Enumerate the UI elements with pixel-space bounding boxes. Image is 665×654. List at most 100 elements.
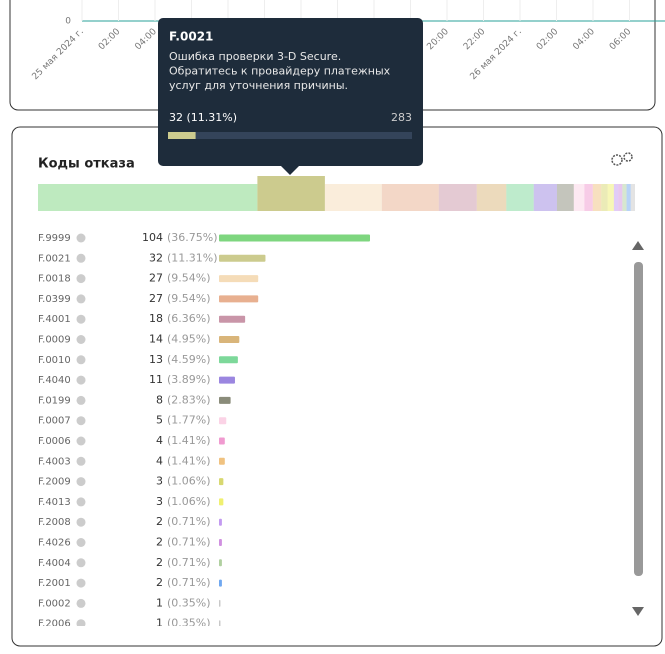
share-label: (3.89%) <box>167 373 211 386</box>
share-segment[interactable] <box>584 184 593 211</box>
info-icon[interactable] <box>76 497 86 507</box>
share-segment[interactable] <box>506 184 534 211</box>
code-label: F.4004 <box>38 558 71 569</box>
share-segment[interactable] <box>476 184 507 211</box>
code-label: F.9999 <box>38 233 71 244</box>
tooltip-count: 32 (11.31%) <box>169 111 237 124</box>
count-label: 5 <box>156 414 163 427</box>
count-bar <box>219 599 221 607</box>
code-label: F.0010 <box>38 355 71 366</box>
share-segment[interactable] <box>573 184 585 211</box>
info-icon[interactable] <box>76 456 86 466</box>
count-bar <box>219 417 227 425</box>
share-segment[interactable] <box>601 184 608 211</box>
count-label: 1 <box>156 617 163 630</box>
info-icon[interactable] <box>76 619 86 628</box>
code-label: F.2006 <box>38 619 71 630</box>
share-segment[interactable] <box>438 184 477 211</box>
share-label: (36.75%) <box>167 231 218 244</box>
info-icon[interactable] <box>76 253 86 263</box>
count-bar <box>219 579 222 587</box>
count-label: 104 <box>142 231 163 244</box>
scrollbar[interactable] <box>632 241 644 616</box>
settings-icon[interactable] <box>611 152 633 166</box>
share-label: (9.54%) <box>167 272 211 285</box>
info-icon[interactable] <box>76 375 86 385</box>
y-tick-label: 0 <box>65 17 71 27</box>
count-bar <box>219 478 224 486</box>
info-icon[interactable] <box>76 233 86 243</box>
count-label: 4 <box>156 454 163 467</box>
scroll-down[interactable] <box>632 607 644 616</box>
count-bar <box>219 275 259 283</box>
scroll-thumb[interactable] <box>634 262 643 576</box>
count-bar <box>219 539 222 546</box>
code-label: F.0009 <box>38 335 71 346</box>
info-icon[interactable] <box>76 416 86 426</box>
tooltip-progress <box>168 132 196 139</box>
info-icon[interactable] <box>76 517 86 527</box>
share-segment[interactable] <box>381 184 439 211</box>
info-icon[interactable] <box>76 538 86 547</box>
share-segment[interactable] <box>556 184 574 211</box>
tooltip-description: услуг для уточнения причины. <box>169 79 348 92</box>
code-label: F.2001 <box>38 578 71 589</box>
count-bar <box>219 620 221 626</box>
share-label: (0.35%) <box>167 596 211 609</box>
share-segment[interactable] <box>607 184 614 211</box>
info-icon[interactable] <box>76 355 86 365</box>
gear[interactable] <box>623 152 633 162</box>
count-label: 11 <box>149 373 163 386</box>
share-segment[interactable] <box>630 184 633 211</box>
info-icon[interactable] <box>76 294 86 304</box>
count-bar <box>219 356 238 364</box>
count-label: 8 <box>156 393 163 406</box>
share-segment[interactable] <box>626 184 631 211</box>
count-bar <box>219 457 225 465</box>
count-label: 27 <box>149 272 163 285</box>
info-icon[interactable] <box>76 395 86 405</box>
count-label: 27 <box>149 292 163 305</box>
share-segment[interactable] <box>592 184 602 211</box>
tooltip-total: 283 <box>391 111 412 124</box>
share-segment[interactable] <box>632 184 635 211</box>
count-bar <box>219 376 235 384</box>
code-label: F.2008 <box>38 517 71 528</box>
code-label: F.0018 <box>38 274 71 285</box>
info-icon[interactable] <box>76 335 86 344</box>
code-label: F.0021 <box>38 253 71 264</box>
share-label: (6.36%) <box>167 312 211 325</box>
info-icon[interactable] <box>76 436 86 446</box>
count-bar <box>219 437 225 445</box>
info-icon[interactable] <box>76 274 86 284</box>
share-segment[interactable] <box>533 184 557 211</box>
share-segment[interactable] <box>324 184 382 211</box>
code-label: F.0002 <box>38 598 71 609</box>
info-icon[interactable] <box>76 477 86 487</box>
share-segment[interactable] <box>622 184 627 211</box>
code-label: F.4040 <box>38 375 71 386</box>
share-segment[interactable] <box>38 184 258 211</box>
share-segment[interactable] <box>613 184 619 211</box>
count-bar <box>219 295 259 303</box>
info-icon[interactable] <box>76 578 86 588</box>
share-segment[interactable] <box>257 176 325 211</box>
scroll-up[interactable] <box>632 241 644 250</box>
panel-title: Коды отказа <box>38 157 135 172</box>
gear[interactable] <box>611 154 623 166</box>
info-icon[interactable] <box>76 558 86 568</box>
count-bar <box>219 396 231 404</box>
share-segment[interactable] <box>618 184 623 211</box>
share-label: (1.77%) <box>167 414 211 427</box>
code-label: F.2009 <box>38 477 71 488</box>
share-label: (11.31%) <box>167 251 218 264</box>
tooltip-track <box>168 132 412 139</box>
code-label: F.4003 <box>38 456 71 467</box>
share-label: (2.83%) <box>167 393 211 406</box>
count-bar <box>219 559 222 567</box>
count-bar <box>219 336 240 343</box>
info-icon[interactable] <box>76 314 86 324</box>
share-label: (4.95%) <box>167 333 211 346</box>
count-label: 3 <box>156 495 163 508</box>
info-icon[interactable] <box>76 598 86 608</box>
